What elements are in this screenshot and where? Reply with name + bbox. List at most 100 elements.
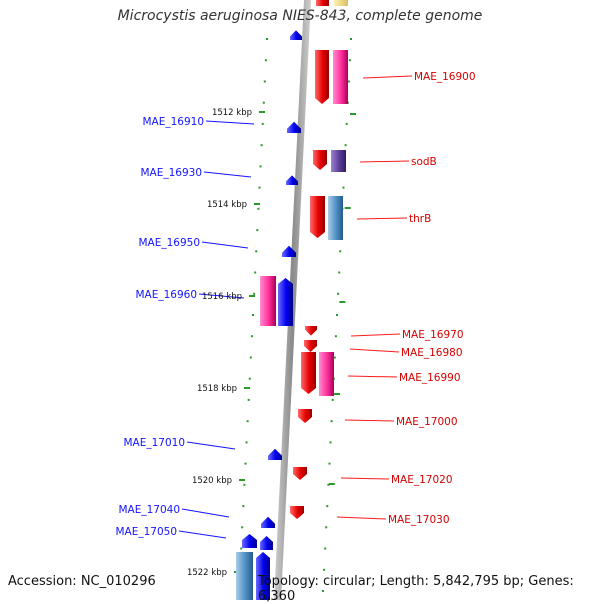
- label-leader: [178, 530, 227, 539]
- scale-dot: [241, 526, 244, 529]
- gene-mae16990-pink[interactable]: [319, 352, 334, 396]
- gene-label-left[interactable]: MAE_16950: [138, 237, 200, 249]
- gene-mae17000[interactable]: [298, 409, 312, 423]
- accession-text: Accession: NC_010296: [8, 574, 156, 589]
- scale-dot: [260, 144, 263, 147]
- scale-dot: [348, 59, 351, 62]
- gene-label-right[interactable]: MAE_16970: [402, 329, 464, 341]
- scale-dot: [342, 186, 345, 189]
- gene-label-right[interactable]: MAE_17030: [388, 514, 450, 526]
- gene-mae17020[interactable]: [293, 467, 307, 480]
- gene-thrB[interactable]: [310, 196, 325, 238]
- scale-dot: [266, 38, 268, 40]
- scale-dot: [258, 186, 261, 189]
- gene-label-left[interactable]: MAE_16930: [140, 167, 202, 179]
- labels: 1512 kbp 1514 kbp 1516 kbp 1518 kbp 1520 kbp…: [115, 71, 475, 578]
- scale-dot: [246, 420, 249, 423]
- gene-label-right[interactable]: MAE_16990: [399, 372, 461, 384]
- label-leader: [201, 241, 249, 249]
- label-leader: [336, 516, 387, 520]
- gene-mae16900-pink[interactable]: [333, 50, 348, 104]
- gene-mae17010[interactable]: [268, 448, 282, 460]
- scale-dot: [326, 505, 329, 508]
- scale-dot: [255, 250, 258, 253]
- ruler-label: 1512 kbp: [212, 108, 252, 118]
- scale-dot: [350, 38, 352, 40]
- gene-bottom-blue[interactable]: [256, 552, 270, 600]
- label-leader: [362, 75, 413, 79]
- gene-label-right[interactable]: MAE_16980: [401, 347, 463, 359]
- gene-mae16960-pink[interactable]: [260, 276, 276, 326]
- scale-dot: [323, 568, 326, 571]
- scale-dot: [344, 144, 347, 147]
- gene-mae17050[interactable]: [242, 534, 257, 548]
- label-leader: [198, 293, 245, 299]
- gene-sodB-purple[interactable]: [331, 150, 346, 172]
- ruler-label: 1518 kbp: [197, 384, 237, 394]
- gene-mae17030[interactable]: [290, 506, 304, 519]
- gene-label-right[interactable]: MAE_17000: [396, 416, 458, 428]
- label-leader: [186, 441, 236, 450]
- gene-mae16990[interactable]: [301, 352, 316, 394]
- scale-dot: [322, 590, 324, 592]
- gene-mae17050b[interactable]: [260, 536, 273, 550]
- scale-dot: [249, 356, 252, 359]
- gene-thrB-steel[interactable]: [328, 196, 343, 240]
- gene-features: [236, 0, 348, 600]
- scale-dot: [345, 122, 348, 125]
- ruler-label: 1514 kbp: [207, 200, 247, 210]
- gene-mae16930[interactable]: [286, 175, 298, 185]
- gene-top-red[interactable]: [316, 0, 329, 6]
- ruler-label: 1516 kbp: [202, 292, 242, 302]
- gene-label-left[interactable]: MAE_16960: [135, 289, 197, 301]
- gene-mae16980[interactable]: [304, 340, 317, 352]
- gene-label-left[interactable]: MAE_17040: [118, 504, 180, 516]
- gene-label-left[interactable]: MAE_17010: [123, 437, 185, 449]
- scale-dot: [244, 462, 247, 465]
- gene-mae16970[interactable]: [305, 326, 317, 336]
- label-leaders: [178, 75, 413, 539]
- scale-dot: [339, 250, 342, 253]
- gene-label-left[interactable]: MAE_16910: [142, 116, 204, 128]
- scale-dot: [245, 441, 248, 444]
- label-leader: [344, 419, 395, 422]
- gene-mae16960[interactable]: [278, 278, 293, 326]
- ruler-label: 1520 kbp: [192, 476, 232, 486]
- label-leader: [356, 217, 408, 220]
- gene-mae16900[interactable]: [315, 50, 329, 104]
- scale-dot: [253, 292, 256, 295]
- gene-mae16950[interactable]: [282, 245, 296, 257]
- label-leader: [340, 477, 390, 480]
- scale-dot: [337, 292, 340, 295]
- scale-dot: [336, 314, 338, 316]
- ruler-label: 1522 kbp: [187, 568, 227, 578]
- gene-small-blue-top[interactable]: [290, 30, 302, 40]
- label-leader: [349, 348, 400, 353]
- scale-dot: [254, 271, 257, 274]
- scale-dot: [248, 377, 251, 380]
- gene-mae16910[interactable]: [287, 121, 301, 133]
- scale-dot: [242, 505, 245, 508]
- scale-dot: [329, 441, 332, 444]
- label-leader: [181, 508, 230, 518]
- gene-label-right[interactable]: thrB: [409, 213, 431, 225]
- gene-label-right[interactable]: sodB: [411, 156, 437, 168]
- label-leader: [359, 160, 410, 163]
- gene-label-right[interactable]: MAE_16900: [414, 71, 476, 83]
- scale-dot: [247, 398, 250, 401]
- gene-bottom-steel[interactable]: [236, 552, 253, 600]
- gene-top-yellow[interactable]: [334, 0, 348, 6]
- label-leader: [203, 171, 252, 178]
- gene-label-left[interactable]: MAE_17050: [115, 526, 177, 538]
- gene-sodB[interactable]: [313, 150, 327, 170]
- gene-label-right[interactable]: MAE_17020: [391, 474, 453, 486]
- scale-dot: [264, 59, 267, 62]
- gene-mae17040[interactable]: [261, 516, 275, 528]
- scale-dot: [261, 122, 264, 125]
- scale-dot: [256, 229, 259, 232]
- scale-dot: [338, 271, 341, 274]
- scale-dot: [243, 483, 246, 486]
- scale-dot: [325, 526, 328, 529]
